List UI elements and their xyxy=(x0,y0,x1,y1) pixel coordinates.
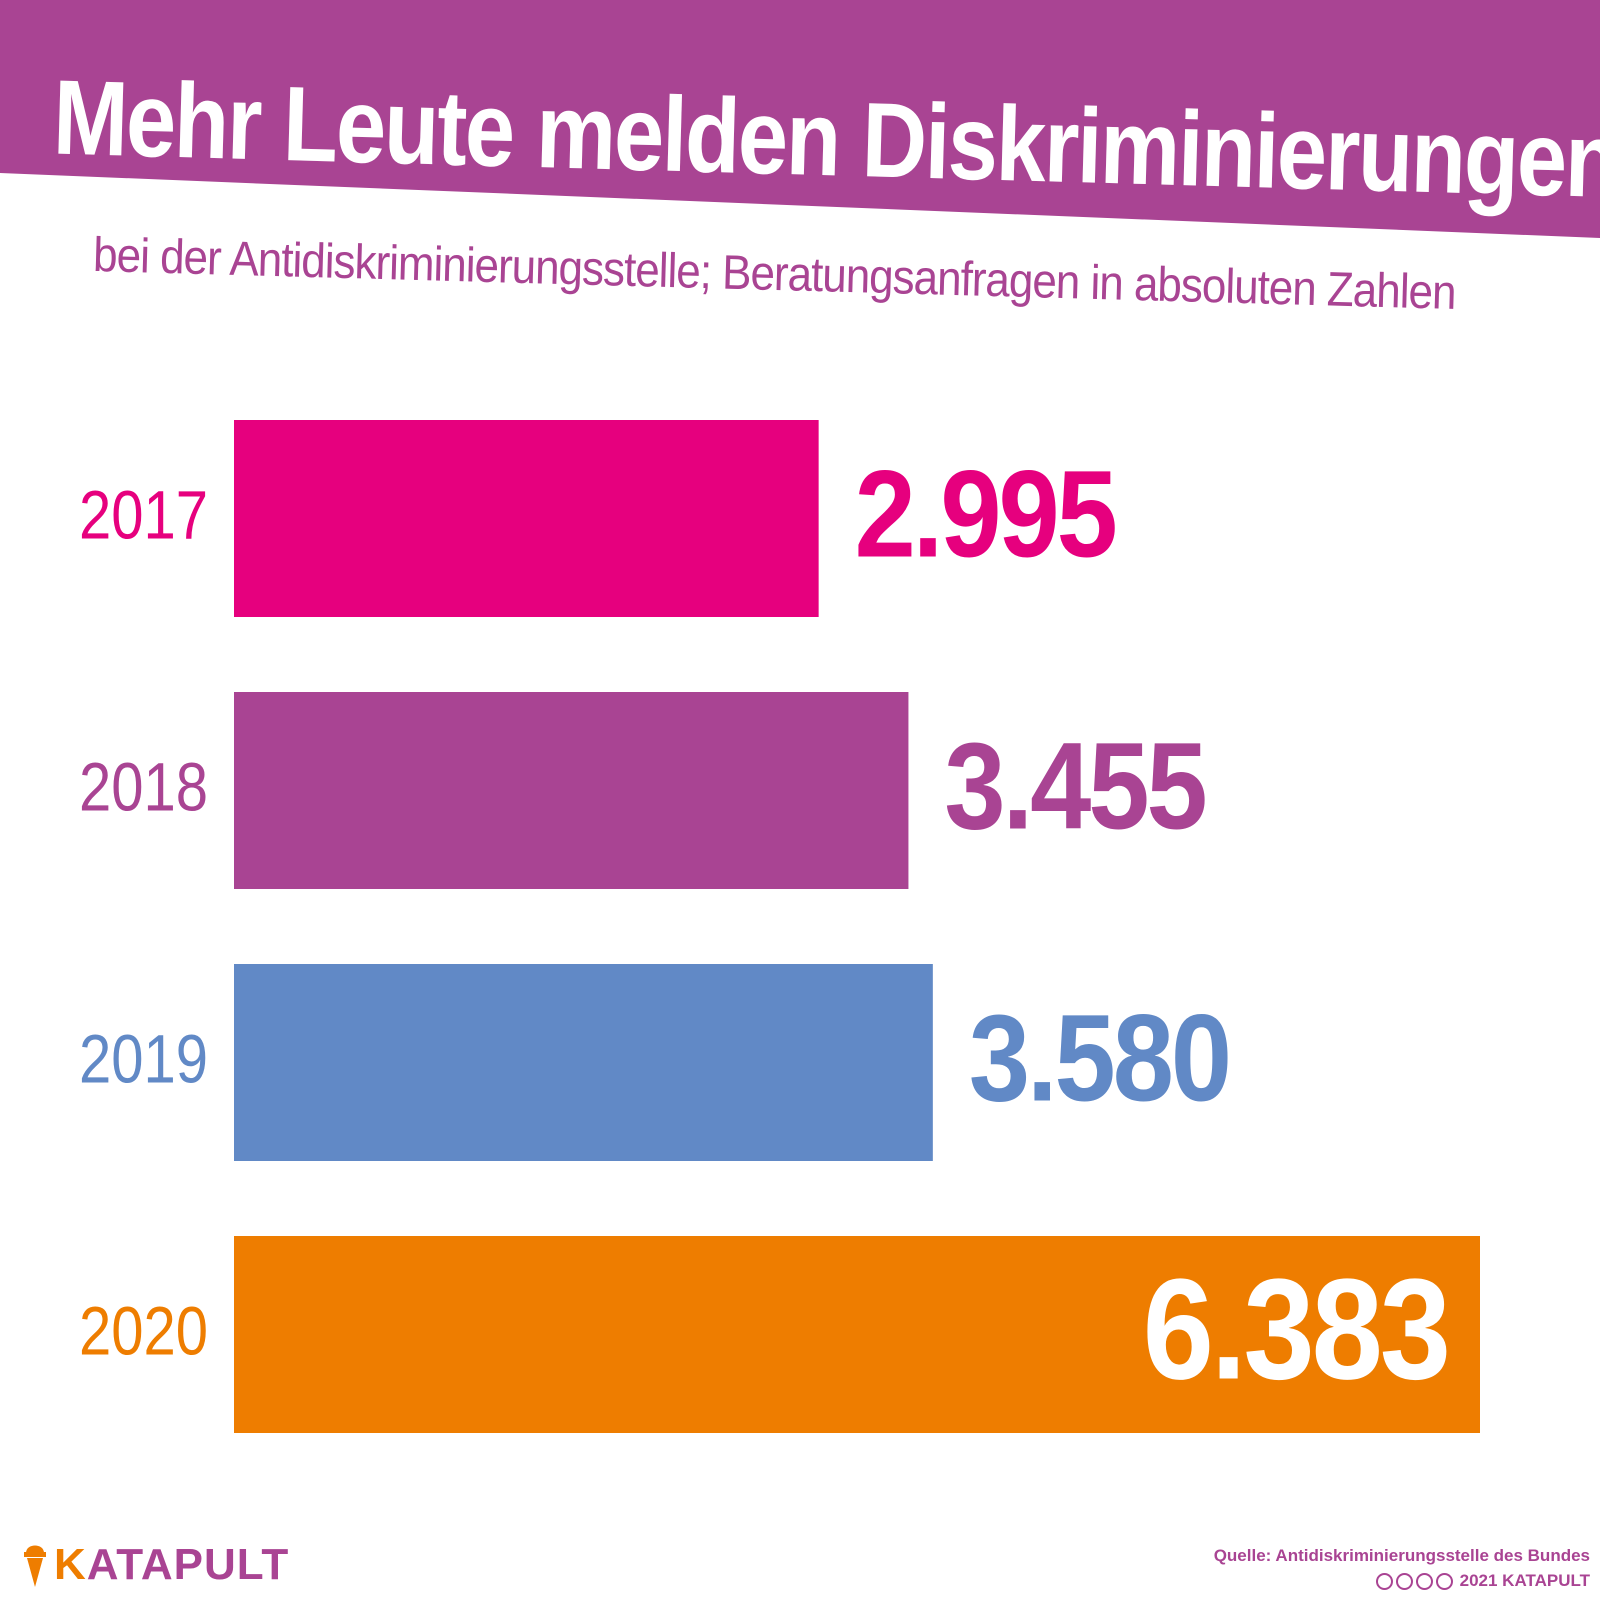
header-band xyxy=(0,0,1600,238)
value-label-2017: 2.995 xyxy=(855,445,1115,583)
logo-text: KATAPULT xyxy=(54,1540,289,1590)
category-label-2020: 2020 xyxy=(79,1294,208,1370)
license-credit: 2021 KATAPULT xyxy=(1375,1571,1590,1591)
bar-2017 xyxy=(234,420,819,617)
katapult-logo: KATAPULT xyxy=(22,1535,289,1595)
logo-rest: ATAPULT xyxy=(86,1540,290,1589)
nc-icon xyxy=(1415,1572,1433,1590)
logo-initial: K xyxy=(54,1540,87,1589)
value-label-2018: 3.455 xyxy=(944,717,1204,855)
nd-icon xyxy=(1435,1572,1453,1590)
source-note: Quelle: Antidiskriminierungsstelle des B… xyxy=(1213,1546,1590,1565)
bar-2020 xyxy=(234,1236,1480,1433)
credit-text: 2021 KATAPULT xyxy=(1459,1571,1590,1590)
value-label-2019: 3.580 xyxy=(969,989,1229,1127)
category-label-2017: 2017 xyxy=(79,478,208,554)
value-label-2020: 6.383 xyxy=(1143,1249,1448,1409)
bar-2019 xyxy=(234,964,933,1161)
category-label-2018: 2018 xyxy=(79,750,208,826)
by-icon xyxy=(1395,1572,1413,1590)
bar-2018 xyxy=(234,692,909,889)
cc-icon xyxy=(1375,1572,1393,1590)
category-label-2019: 2019 xyxy=(79,1022,208,1098)
ice-cream-icon xyxy=(24,1545,46,1587)
